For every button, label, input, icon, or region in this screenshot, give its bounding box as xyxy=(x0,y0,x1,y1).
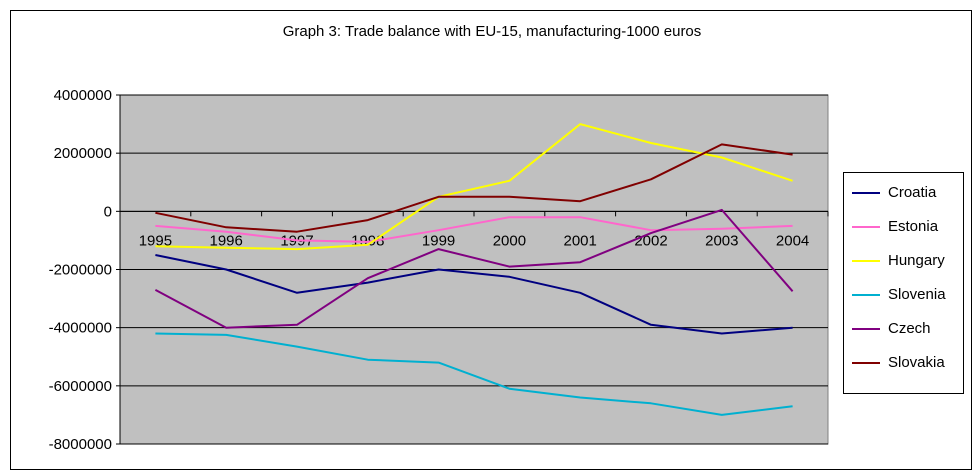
x-tick-label: 2003 xyxy=(705,232,738,249)
legend-swatch xyxy=(852,192,880,194)
series-line-slovakia xyxy=(155,143,793,233)
legend-swatch xyxy=(852,226,880,228)
legend-swatch xyxy=(852,294,880,296)
chart-title: Graph 3: Trade balance with EU-15, manuf… xyxy=(282,23,702,40)
series-line-slovenia xyxy=(155,332,793,416)
legend-label: Slovenia xyxy=(888,286,946,303)
x-tick-label: 2004 xyxy=(776,232,809,249)
legend-item-estonia: Estonia xyxy=(852,217,962,237)
legend-label: Croatia xyxy=(888,184,937,201)
series-line-hungary xyxy=(155,123,793,251)
y-tick-label: -4000000 xyxy=(49,320,112,337)
y-tick-label: 4000000 xyxy=(54,87,112,104)
x-tick-label: 2001 xyxy=(564,232,597,249)
y-tick-label: 0 xyxy=(104,203,112,220)
y-tick-label: -8000000 xyxy=(49,436,112,453)
y-tick-label: -2000000 xyxy=(49,262,112,279)
x-tick-label: 2000 xyxy=(493,232,526,249)
x-tick-label: 1999 xyxy=(422,232,455,249)
legend-item-croatia: Croatia xyxy=(852,183,962,203)
y-tick-label: -6000000 xyxy=(49,378,112,395)
x-tick-label: 1995 xyxy=(139,232,172,249)
series-line-croatia xyxy=(155,254,793,335)
legend-label: Czech xyxy=(888,320,931,337)
legend-label: Estonia xyxy=(888,218,939,235)
legend-swatch xyxy=(852,362,880,364)
x-tick-label: 1996 xyxy=(210,232,243,249)
legend-swatch xyxy=(852,328,880,330)
y-tick-label: 2000000 xyxy=(54,145,112,162)
legend-item-hungary: Hungary xyxy=(852,251,962,271)
legend-item-slovakia: Slovakia xyxy=(852,353,962,373)
x-tick-label: 2002 xyxy=(634,232,667,249)
legend-label: Slovakia xyxy=(888,354,945,371)
legend: Croatia Estonia Hungary Slovenia Czech Slovak… xyxy=(843,172,964,394)
legend-label: Hungary xyxy=(888,252,945,269)
series-line-czech xyxy=(154,208,794,329)
series-line-estonia xyxy=(155,216,793,243)
legend-item-czech: Czech xyxy=(852,319,962,339)
legend-swatch xyxy=(852,260,880,262)
legend-item-slovenia: Slovenia xyxy=(852,285,962,305)
